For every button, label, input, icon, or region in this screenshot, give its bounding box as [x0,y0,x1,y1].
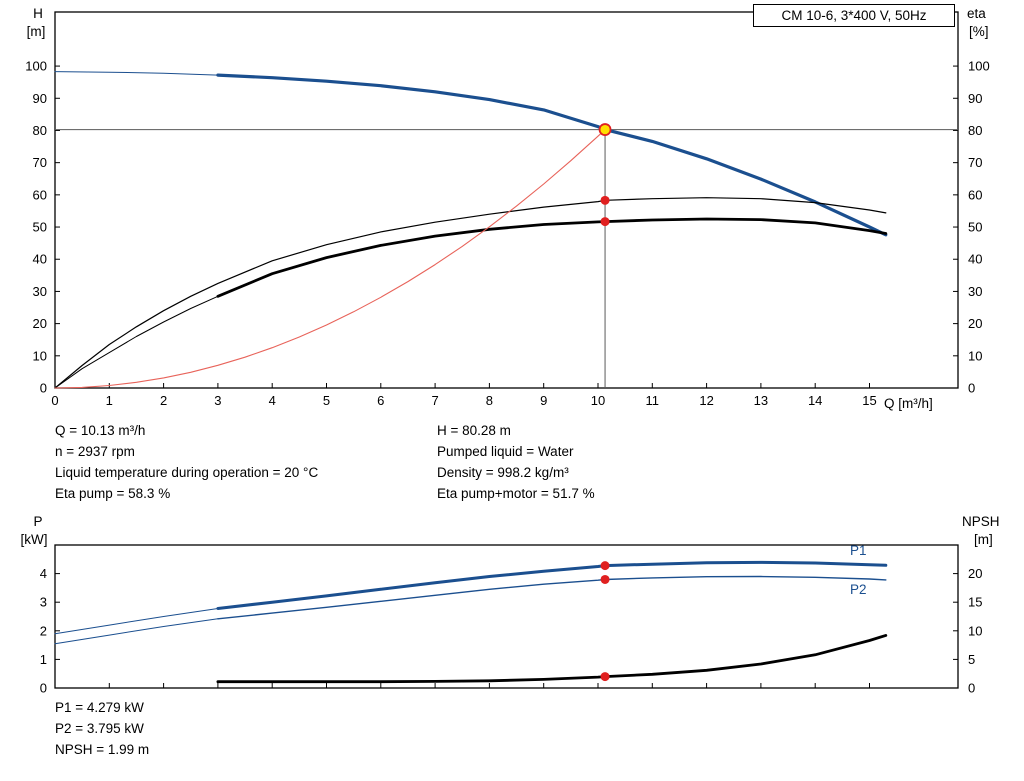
svg-text:10: 10 [33,348,47,363]
svg-text:40: 40 [33,252,47,267]
svg-text:20: 20 [33,316,47,331]
svg-text:20: 20 [968,566,982,581]
svg-text:6: 6 [377,393,384,408]
value-marker [600,561,610,571]
svg-text:4: 4 [40,566,47,581]
system-curve [54,129,606,389]
density-value: Density = 998.2 kg/m³ [437,465,569,480]
svg-text:12: 12 [699,393,713,408]
svg-text:10: 10 [968,348,982,363]
svg-text:4: 4 [269,393,276,408]
svg-text:3: 3 [40,595,47,610]
svg-text:15: 15 [862,393,876,408]
svg-text:15: 15 [968,595,982,610]
svg-text:2: 2 [40,623,47,638]
svg-text:13: 13 [754,393,768,408]
axis-ticks: 0102030405060708090100010203040506070809… [25,59,989,408]
power-npsh-chart-svg: 0 1 2 3 4 0 5 10 15 20 [40,544,983,696]
p2-value: P2 = 3.795 kW [55,721,144,736]
svg-text:0: 0 [40,381,47,396]
hq-eta-chart-svg: 0102030405060708090100010203040506070809… [25,11,990,408]
p1-curve [216,560,888,610]
head-value: H = 80.28 m [437,423,511,438]
svg-text:9: 9 [540,393,547,408]
power-info-column: P1 = 4.279 kW P2 = 3.795 kW NPSH = 1.99 … [55,697,149,760]
value-marker [600,574,610,584]
value-marker [600,217,610,227]
liquid-temperature-value: Liquid temperature during operation = 20… [55,465,319,480]
svg-text:70: 70 [968,155,982,170]
svg-text:3: 3 [214,393,221,408]
p1-value: P1 = 4.279 kW [55,700,144,715]
value-marker [600,195,610,205]
speed-value: n = 2937 rpm [55,444,135,459]
svg-text:50: 50 [33,220,47,235]
svg-text:60: 60 [968,187,982,202]
svg-text:2: 2 [160,393,167,408]
svg-text:90: 90 [33,91,47,106]
p-axis-name: P [33,514,43,529]
svg-text:40: 40 [968,252,982,267]
eta-pump-motor-curve [216,217,888,298]
svg-text:0: 0 [51,393,58,408]
svg-text:5: 5 [323,393,330,408]
axis-ticks: 0 1 2 3 4 0 5 10 15 20 [40,566,983,695]
svg-text:7: 7 [431,393,438,408]
svg-text:1: 1 [40,652,47,667]
duty-point-marker[interactable] [598,123,612,136]
svg-text:0: 0 [968,681,975,696]
svg-text:100: 100 [25,59,47,74]
p1-curve-label: P1 [850,543,867,558]
head-curve-lead [54,71,219,76]
p2-curve [217,575,887,620]
svg-text:80: 80 [968,123,982,138]
value-marker [600,672,610,682]
p1-curve-lead [54,608,219,635]
svg-text:80: 80 [33,123,47,138]
npsh-curve [216,634,888,684]
svg-text:30: 30 [968,284,982,299]
svg-text:5: 5 [968,652,975,667]
svg-text:90: 90 [968,91,982,106]
svg-text:100: 100 [968,59,990,74]
svg-text:50: 50 [968,220,982,235]
svg-text:0: 0 [968,381,975,396]
svg-text:1: 1 [106,393,113,408]
h-axis-unit: [m] [26,24,46,39]
svg-text:70: 70 [33,155,47,170]
svg-text:30: 30 [33,284,47,299]
pump-model-box: CM 10-6, 3*400 V, 50Hz [753,4,955,27]
p2-curve-label: P2 [850,582,867,597]
npsh-axis-name: NPSH [962,514,1000,529]
p-axis-unit: [kW] [20,532,48,547]
svg-text:10: 10 [968,623,982,638]
svg-text:14: 14 [808,393,822,408]
head-curve [216,73,888,237]
duty-info-right-column: H = 80.28 m Pumped liquid = Water Densit… [437,420,595,504]
svg-text:0: 0 [40,681,47,696]
flow-value: Q = 10.13 m³/h [55,423,146,438]
pumped-liquid-value: Pumped liquid = Water [437,444,574,459]
eta-axis-unit: [%] [969,24,989,39]
svg-text:20: 20 [968,316,982,331]
duty-info-left-column: Q = 10.13 m³/h n = 2937 rpm Liquid tempe… [55,420,318,504]
svg-text:11: 11 [646,393,660,408]
q-axis-label: Q [m³/h] [884,396,933,411]
npsh-axis-unit: [m] [974,532,993,547]
eta-pump-curve [54,197,887,389]
eta-pump-motor-lead [54,295,219,389]
plot-frame [54,544,959,689]
svg-text:60: 60 [33,187,47,202]
eta-pump-motor-value: Eta pump+motor = 51.7 % [437,486,595,501]
npsh-value: NPSH = 1.99 m [55,742,150,757]
eta-axis-name: eta [967,6,986,21]
svg-text:10: 10 [591,393,605,408]
eta-pump-value: Eta pump = 58.3 % [55,486,171,501]
p2-curve-lead [54,618,219,645]
h-axis-name: H [33,6,43,21]
plot-frame [54,11,959,389]
svg-text:8: 8 [486,393,493,408]
